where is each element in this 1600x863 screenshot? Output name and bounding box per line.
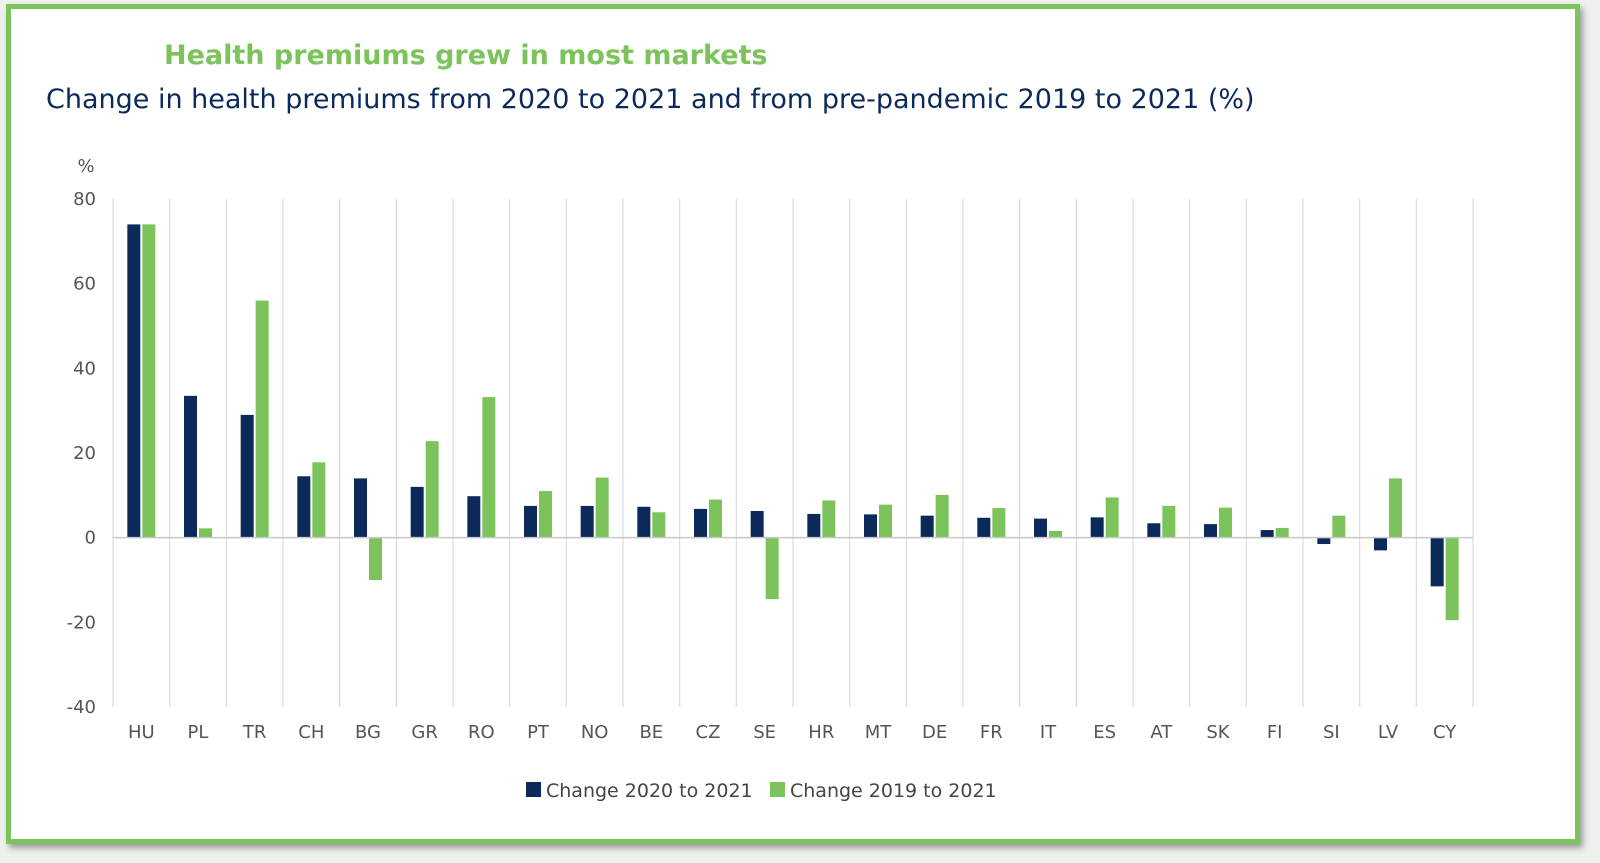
bar-change-2019-2021-DE xyxy=(935,494,949,538)
bar-change-2020-2021-CZ xyxy=(694,508,707,538)
y-tick-label: -20 xyxy=(67,612,96,633)
category-label: RO xyxy=(468,722,495,743)
bar-change-2019-2021-HR xyxy=(822,500,836,538)
category-label: GR xyxy=(411,722,437,743)
bar-change-2019-2021-SE xyxy=(765,537,779,600)
category-label: CZ xyxy=(696,722,721,743)
bar-change-2020-2021-PL xyxy=(184,395,197,538)
category-label: FI xyxy=(1267,722,1283,743)
bar-change-2020-2021-FR xyxy=(977,517,991,538)
bar-change-2019-2021-LV xyxy=(1389,478,1402,538)
legend-swatch xyxy=(770,782,785,797)
category-label: SE xyxy=(753,722,776,743)
category-label: HU xyxy=(128,722,155,743)
bar-change-2019-2021-GR xyxy=(425,441,439,538)
y-tick-label: 20 xyxy=(73,443,96,464)
y-tick-label: 0 xyxy=(85,528,96,549)
category-label: BG xyxy=(355,722,381,743)
legend-label: Change 2019 to 2021 xyxy=(790,780,997,802)
y-tick-label: 80 xyxy=(73,189,96,210)
bar-change-2020-2021-ES xyxy=(1090,517,1104,538)
bar-change-2020-2021-IT xyxy=(1034,518,1047,538)
bar-change-2019-2021-BE xyxy=(652,512,666,538)
bar-change-2019-2021-CY xyxy=(1445,537,1459,621)
bar-change-2019-2021-NO xyxy=(595,477,609,538)
bar-change-2019-2021-RO xyxy=(482,397,496,538)
bar-change-2020-2021-FI xyxy=(1260,530,1274,538)
category-label: MT xyxy=(865,722,893,743)
bars xyxy=(127,224,1459,621)
category-label: SK xyxy=(1206,722,1230,743)
category-label: AT xyxy=(1150,722,1173,743)
bar-change-2019-2021-CH xyxy=(312,462,326,538)
bar-change-2019-2021-PL xyxy=(199,528,212,538)
bar-change-2020-2021-SI xyxy=(1317,537,1331,545)
bar-change-2020-2021-MT xyxy=(864,514,877,538)
legend-swatch xyxy=(526,782,541,797)
chart-subtitle: Change in health premiums from 2020 to 2… xyxy=(46,84,1255,115)
category-label: IT xyxy=(1040,722,1057,743)
category-label: PT xyxy=(527,722,550,743)
bar-change-2020-2021-DE xyxy=(920,515,934,538)
category-label: ES xyxy=(1093,722,1116,743)
category-label: PL xyxy=(188,722,209,743)
bar-change-2019-2021-MT xyxy=(879,504,892,538)
legend: Change 2020 to 2021 Change 2019 to 2021 xyxy=(526,780,997,802)
bar-change-2019-2021-TR xyxy=(255,300,269,538)
y-tick-label: 40 xyxy=(73,358,96,379)
category-labels: HU PL TR CH BG GR RO PT NO BE CZ SE HR MT DE FR IT ES AT SK… xyxy=(128,722,1457,743)
category-label: TR xyxy=(242,722,267,743)
bar-change-2020-2021-CH xyxy=(297,476,311,538)
category-label: CY xyxy=(1433,722,1457,743)
bar-change-2020-2021-LV xyxy=(1374,537,1387,551)
bar-change-2020-2021-PT xyxy=(524,505,537,538)
chart-title: Health premiums grew in most markets xyxy=(164,40,768,71)
category-label: FR xyxy=(980,722,1003,743)
category-label: LV xyxy=(1378,722,1399,743)
bar-change-2019-2021-SK xyxy=(1219,507,1232,538)
bar-change-2020-2021-HU xyxy=(127,224,141,538)
category-label: BE xyxy=(639,722,663,743)
bar-change-2019-2021-FI xyxy=(1275,527,1289,538)
bar-change-2020-2021-SK xyxy=(1204,524,1217,538)
bar-change-2019-2021-CZ xyxy=(709,499,722,538)
bar-change-2019-2021-SI xyxy=(1332,515,1346,538)
legend-label: Change 2020 to 2021 xyxy=(546,780,753,802)
bar-change-2020-2021-SE xyxy=(750,510,764,538)
y-tick-label: -40 xyxy=(67,697,96,718)
category-label: DE xyxy=(922,722,947,743)
bar-change-2020-2021-AT xyxy=(1147,523,1161,538)
bar-change-2019-2021-PT xyxy=(539,491,552,538)
bar-change-2020-2021-GR xyxy=(410,486,424,538)
category-label: HR xyxy=(808,722,834,743)
bar-change-2019-2021-IT xyxy=(1049,530,1062,538)
y-tick-label: 60 xyxy=(73,274,96,295)
bar-change-2019-2021-BG xyxy=(369,537,382,580)
bar-change-2019-2021-HU xyxy=(142,224,156,538)
category-label: CH xyxy=(298,722,324,743)
grid-lines xyxy=(112,199,1474,707)
category-label: NO xyxy=(581,722,609,743)
bar-change-2020-2021-RO xyxy=(467,496,481,538)
bar-change-2020-2021-BG xyxy=(354,478,367,538)
y-axis-label: % xyxy=(77,156,94,177)
bar-change-2019-2021-ES xyxy=(1105,497,1119,538)
bar-change-2019-2021-AT xyxy=(1162,505,1176,538)
bar-change-2020-2021-NO xyxy=(580,505,594,538)
bar-change-2019-2021-FR xyxy=(992,508,1006,538)
category-label: SI xyxy=(1323,722,1340,743)
bar-change-2020-2021-BE xyxy=(637,506,651,538)
bar-change-2020-2021-TR xyxy=(240,414,254,538)
bar-change-2020-2021-CY xyxy=(1430,537,1444,587)
bar-change-2020-2021-HR xyxy=(807,513,821,538)
y-axis-ticks: 80 60 40 20 0 -20 -40 xyxy=(67,189,96,718)
